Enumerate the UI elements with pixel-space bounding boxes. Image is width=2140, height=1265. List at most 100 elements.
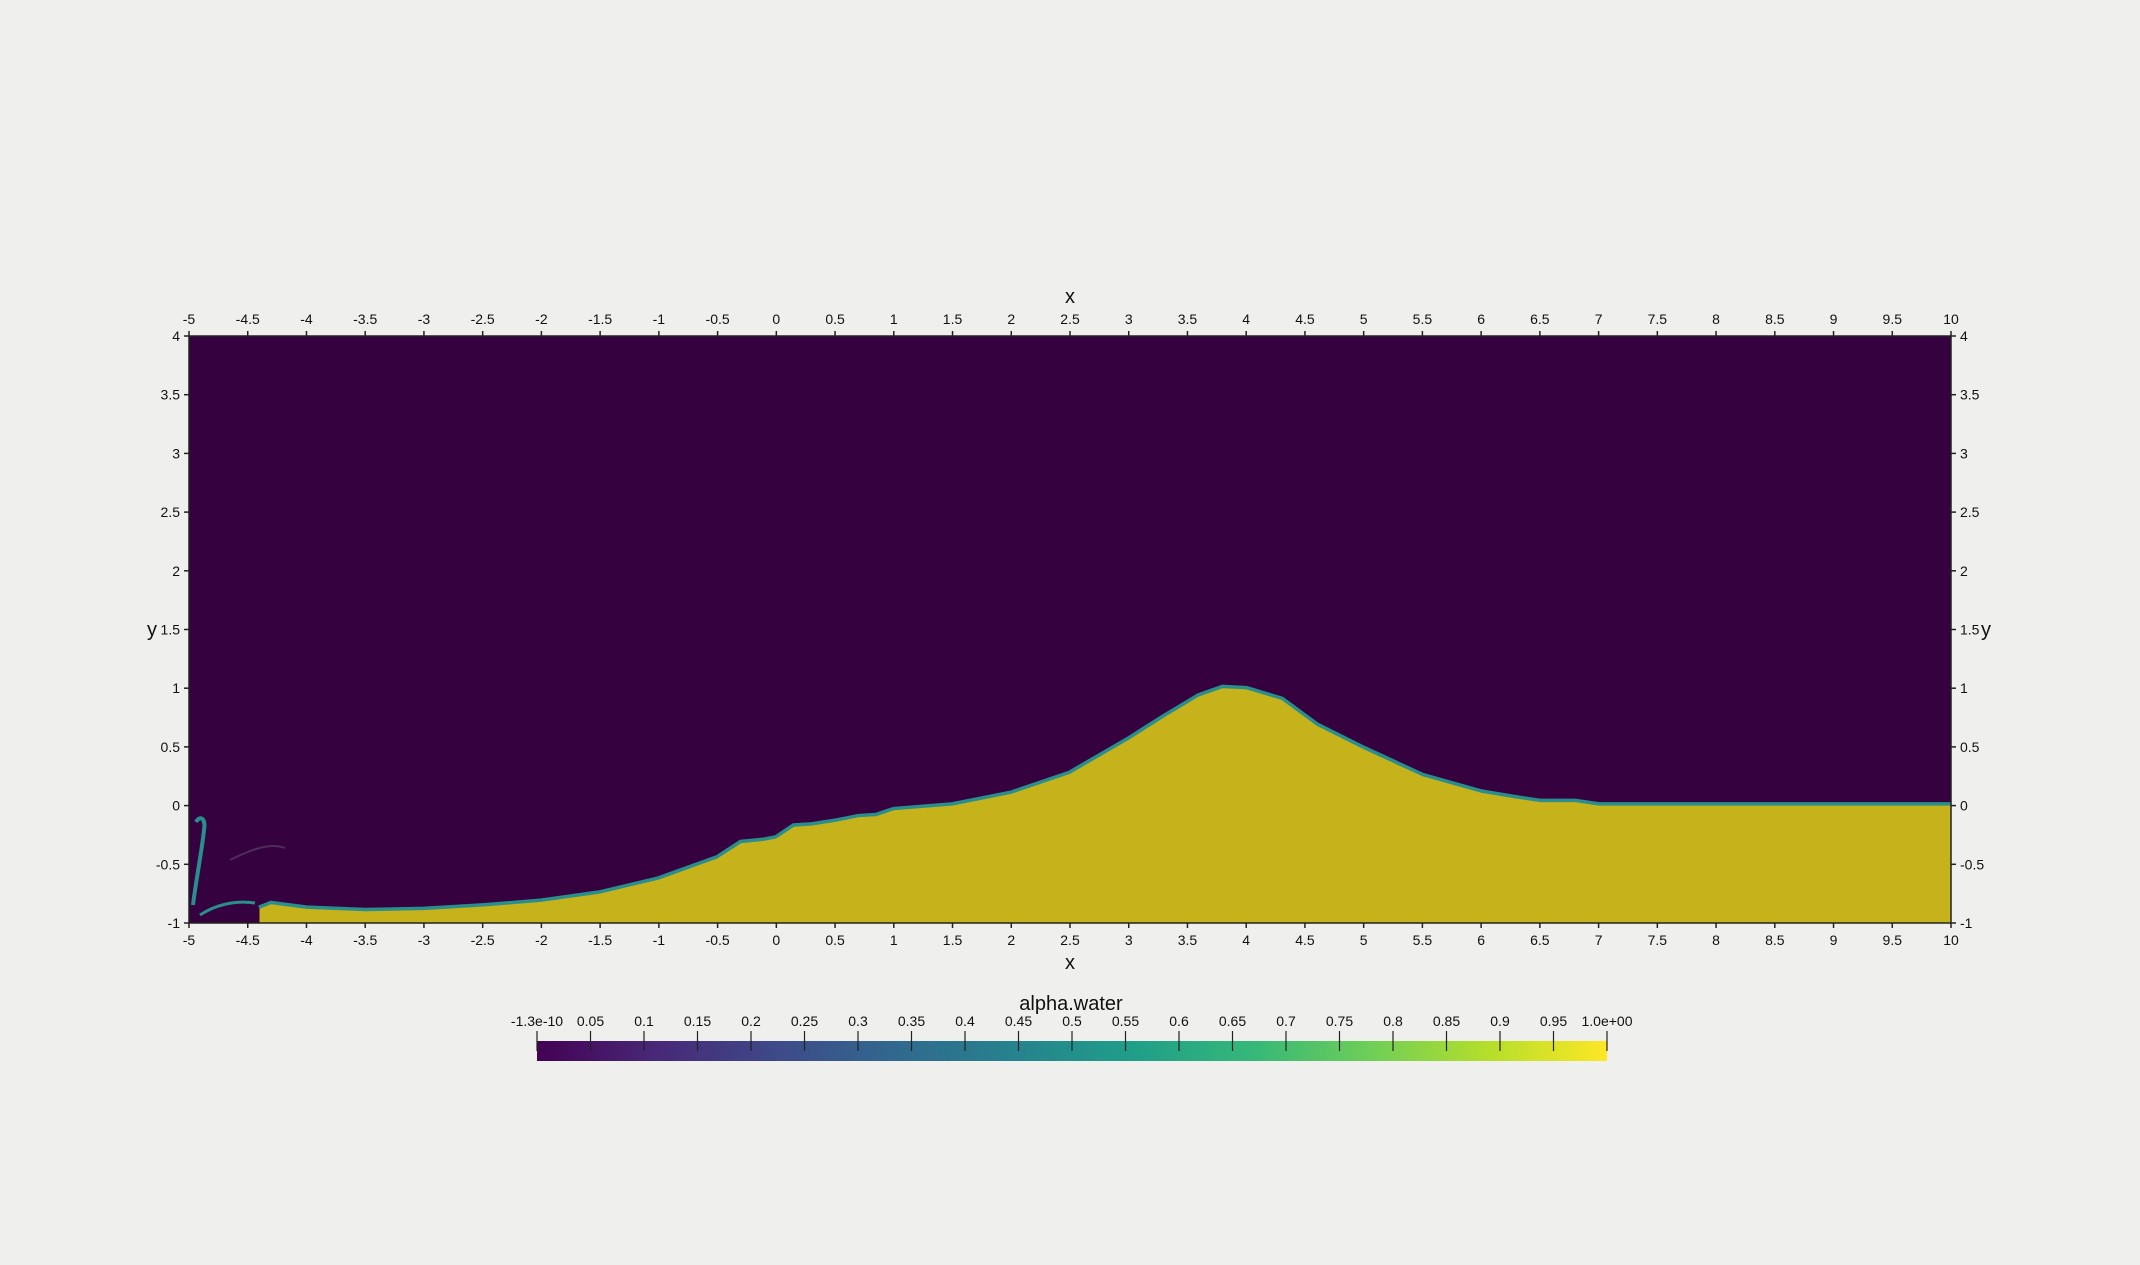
y-tick-label-left: 0 <box>172 798 180 814</box>
y-tick-label-left: 2 <box>172 563 180 579</box>
spray-filament <box>191 816 207 906</box>
y-tick-label-right: 1.5 <box>1960 622 1980 638</box>
colorbar-tick-label: -1.3e-10 <box>511 1013 563 1029</box>
y-tick-label-left: -0.5 <box>156 856 180 872</box>
colorbar-tick-label: 0.8 <box>1383 1013 1403 1029</box>
x-tick-label-top: -4.5 <box>236 311 260 327</box>
spray-filament-base <box>199 900 256 917</box>
x-tick-label-bottom: 4 <box>1242 932 1250 948</box>
x-tick-label-bottom: 8 <box>1712 932 1720 948</box>
x-tick-label-top: 6 <box>1477 311 1485 327</box>
x-tick-label-bottom: -2.5 <box>471 932 495 948</box>
x-axis-title-bottom: x <box>1065 952 1075 974</box>
x-tick-label-bottom: 9 <box>1830 932 1838 948</box>
colorbar-tick-label: 0.75 <box>1326 1013 1353 1029</box>
x-tick-label-top: 9.5 <box>1883 311 1903 327</box>
x-tick-label-bottom: 0.5 <box>825 932 845 948</box>
y-tick-label-right: -0.5 <box>1960 856 1984 872</box>
x-tick-label-top: 5.5 <box>1413 311 1433 327</box>
colorbar-tick-label: 0.1 <box>634 1013 654 1029</box>
y-tick-label-left: 3.5 <box>161 387 181 403</box>
colorbar-tick-label: 0.4 <box>955 1013 975 1029</box>
y-tick-label-left: 3 <box>172 445 180 461</box>
x-tick-label-top: 0.5 <box>825 311 845 327</box>
x-tick-label-bottom: 9.5 <box>1883 932 1903 948</box>
colorbar-tick-label: 0.7 <box>1276 1013 1296 1029</box>
colorbar-tick-label: 0.6 <box>1169 1013 1189 1029</box>
x-tick-label-top: -1.5 <box>588 311 612 327</box>
x-tick-label-bottom: -1.5 <box>588 932 612 948</box>
colorbar-tick-label: 1.0e+00 <box>1582 1013 1633 1029</box>
x-tick-label-bottom: 0 <box>772 932 780 948</box>
x-tick-label-top: 1.5 <box>943 311 963 327</box>
x-tick-label-bottom: 7 <box>1595 932 1603 948</box>
x-tick-label-bottom: 5 <box>1360 932 1368 948</box>
x-tick-label-bottom: 1 <box>890 932 898 948</box>
colorbar-tick-label: 0.15 <box>684 1013 711 1029</box>
y-tick-label-left: 4 <box>172 328 180 344</box>
x-tick-label-bottom: -5 <box>183 932 196 948</box>
x-tick-label-bottom: -1 <box>653 932 666 948</box>
colorbar-title: alpha.water <box>1019 993 1123 1015</box>
x-tick-label-top: -4 <box>300 311 313 327</box>
colorbar-tick-label: 0.3 <box>848 1013 868 1029</box>
x-tick-label-top: 1 <box>890 311 898 327</box>
colorbar-tick-label: 0.55 <box>1112 1013 1139 1029</box>
x-tick-label-top: -0.5 <box>706 311 730 327</box>
y-tick-label-left: 1 <box>172 680 180 696</box>
y-tick-label-right: 0.5 <box>1960 739 1980 755</box>
colorbar-tick-label: 0.25 <box>791 1013 818 1029</box>
x-tick-label-bottom: 2 <box>1007 932 1015 948</box>
colorbar-ticks: -1.3e-10 0.05 0.1 0.15 0.2 0.25 0.3 0.35 0.4 0.45… <box>511 1013 1633 1051</box>
x-axis-title-top: x <box>1065 286 1075 308</box>
x-tick-label-bottom: -4.5 <box>236 932 260 948</box>
colorbar-tick-label: 0.95 <box>1540 1013 1567 1029</box>
colorbar-tick-label: 0.65 <box>1219 1013 1246 1029</box>
x-tick-label-top: 3 <box>1125 311 1133 327</box>
colorbar-tick-label: 0.5 <box>1062 1013 1082 1029</box>
x-tick-label-top: 3.5 <box>1178 311 1198 327</box>
x-tick-label-top: 9 <box>1830 311 1838 327</box>
y-tick-label-right: 2 <box>1960 563 1968 579</box>
y-tick-label-right: 3.5 <box>1960 387 1980 403</box>
x-tick-label-top: -2.5 <box>471 311 495 327</box>
spray-filament-faint <box>229 844 286 861</box>
x-tick-label-bottom: 6.5 <box>1530 932 1550 948</box>
x-tick-label-top: 2.5 <box>1060 311 1080 327</box>
field-layer <box>191 684 1951 923</box>
x-tick-label-bottom: -3.5 <box>353 932 377 948</box>
x-tick-label-top: -1 <box>653 311 666 327</box>
x-tick-label-bottom: -2 <box>535 932 548 948</box>
x-tick-label-top: 2 <box>1007 311 1015 327</box>
x-tick-label-bottom: 10 <box>1943 932 1959 948</box>
water-region <box>259 688 1951 923</box>
y-tick-label-right: 1 <box>1960 680 1968 696</box>
colorbar-tick-label: 0.9 <box>1490 1013 1510 1029</box>
x-tick-label-top: -5 <box>183 311 196 327</box>
y-tick-label-right: 0 <box>1960 798 1968 814</box>
x-tick-label-bottom: 2.5 <box>1060 932 1080 948</box>
x-tick-label-bottom: 6 <box>1477 932 1485 948</box>
x-tick-label-bottom: 4.5 <box>1295 932 1315 948</box>
x-tick-label-top: 8 <box>1712 311 1720 327</box>
x-tick-label-top: -3 <box>418 311 431 327</box>
x-tick-label-bottom: 1.5 <box>943 932 963 948</box>
x-tick-label-bottom: 8.5 <box>1765 932 1785 948</box>
x-tick-label-bottom: 5.5 <box>1413 932 1433 948</box>
x-tick-label-bottom: -0.5 <box>706 932 730 948</box>
x-tick-label-top: -2 <box>535 311 548 327</box>
x-tick-label-top: 6.5 <box>1530 311 1550 327</box>
y-tick-label-left: 1.5 <box>161 622 181 638</box>
colorbar-tick-label: 0.05 <box>577 1013 604 1029</box>
x-tick-label-top: -3.5 <box>353 311 377 327</box>
colorbar-tick-label: 0.35 <box>898 1013 925 1029</box>
x-tick-label-top: 7.5 <box>1648 311 1668 327</box>
x-tick-label-bottom: 3 <box>1125 932 1133 948</box>
x-tick-label-bottom: -4 <box>300 932 313 948</box>
axes-layer: -5 -5 -4.5 -4.5 -4 -4 -3.5 -3.5 -3 -3 -2.5 -2.5 -2 -2… <box>156 311 1984 948</box>
colorbar-tick-label: 0.85 <box>1433 1013 1460 1029</box>
x-tick-label-top: 10 <box>1943 311 1959 327</box>
x-tick-label-top: 5 <box>1360 311 1368 327</box>
